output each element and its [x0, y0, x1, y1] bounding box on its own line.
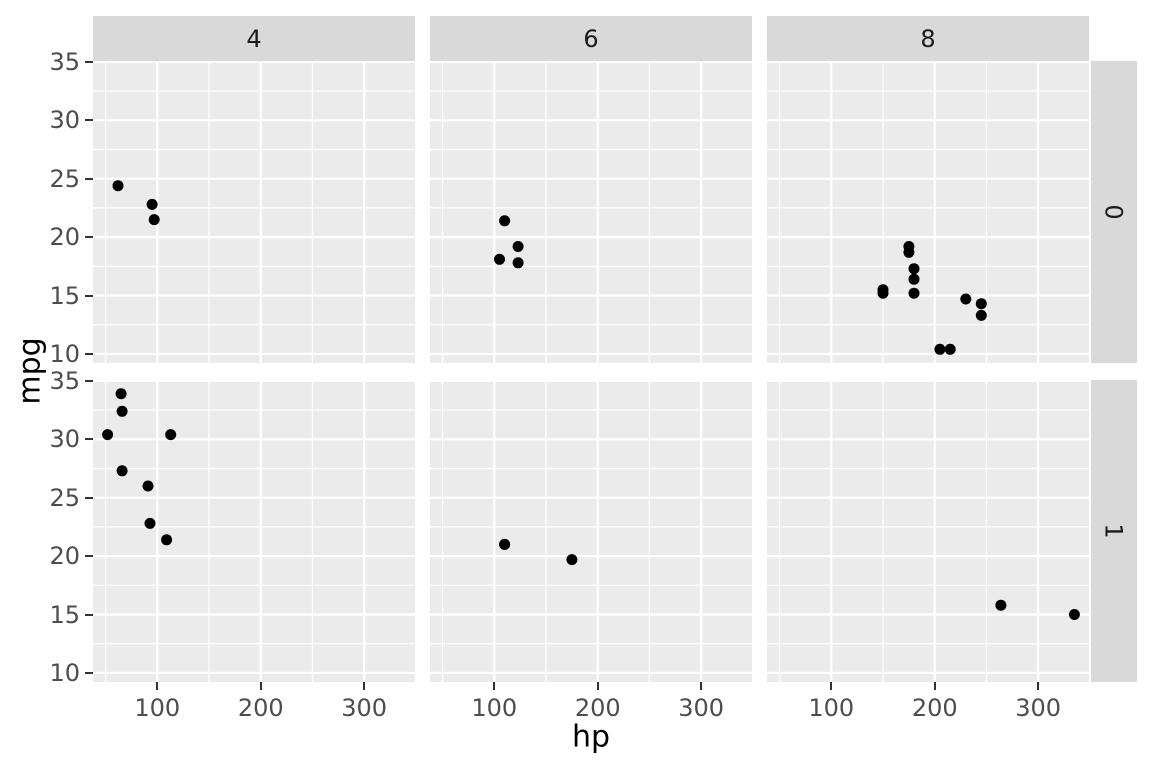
data-point: [148, 214, 160, 226]
facet-strip-col-label: 4: [246, 24, 262, 53]
y-tick-mark: [85, 177, 93, 180]
y-tick-label: 25: [49, 483, 80, 512]
facet-panel-cyl4-am1: [93, 379, 417, 682]
x-tick-mark: [933, 682, 936, 690]
y-tick-label: 25: [49, 164, 80, 193]
x-tick-mark: [156, 682, 159, 690]
y-tick-mark: [85, 555, 93, 558]
x-tick-mark: [596, 682, 599, 690]
data-point: [146, 198, 158, 210]
facet-panel-cyl4-am0: [93, 60, 417, 363]
facet-strip-col-label: 6: [583, 24, 599, 53]
x-axis-title: hp: [571, 719, 611, 755]
data-point: [499, 538, 511, 550]
y-tick-mark: [85, 352, 93, 355]
data-point: [499, 215, 511, 227]
facet-panel-cyl6-am1: [430, 379, 754, 682]
facet-strip-col-label: 8: [920, 24, 936, 53]
data-point: [165, 429, 177, 441]
x-tick-label: 300: [678, 694, 725, 722]
data-point: [116, 465, 128, 477]
data-point: [102, 429, 114, 441]
x-tick-label: 100: [808, 694, 855, 722]
facet-strip-row-label: 0: [1100, 204, 1128, 220]
x-tick-mark: [700, 682, 703, 690]
y-tick-mark: [85, 294, 93, 297]
data-point: [944, 343, 956, 355]
x-tick-label: 300: [1015, 694, 1062, 722]
y-tick-label: 15: [49, 281, 80, 310]
data-point: [908, 263, 920, 275]
facet-panel-cyl8-am1: [767, 379, 1091, 682]
facet-panel-cyl6-am0: [430, 60, 754, 363]
data-point: [903, 241, 915, 252]
data-point: [995, 599, 1007, 611]
data-point: [116, 405, 128, 417]
data-point: [112, 180, 124, 192]
y-tick-label: 35: [49, 47, 80, 76]
y-tick-label: 10: [49, 658, 80, 687]
x-tick-mark: [259, 682, 262, 690]
y-tick-mark: [85, 60, 93, 63]
x-tick-mark: [363, 682, 366, 690]
panel-canvas: [430, 60, 754, 363]
facet-panel-cyl8-am0: [767, 60, 1091, 363]
facet-strip-row-label: 1: [1100, 523, 1128, 539]
x-tick-label: 200: [237, 694, 284, 722]
data-point: [975, 309, 987, 321]
data-point: [161, 534, 173, 546]
data-point: [908, 273, 920, 285]
y-tick-label: 20: [49, 542, 80, 571]
facet-strip-row-1: 1: [1091, 380, 1137, 682]
data-point: [115, 388, 127, 400]
data-point: [934, 343, 946, 355]
y-tick-mark: [85, 496, 93, 499]
panel-canvas: [93, 379, 417, 682]
y-tick-mark: [85, 236, 93, 239]
data-point: [877, 287, 889, 299]
y-tick-label: 30: [49, 106, 80, 135]
facet-strip-row-0: 0: [1091, 61, 1137, 363]
y-tick-label: 15: [49, 600, 80, 629]
y-tick-mark: [85, 613, 93, 616]
data-point: [975, 298, 987, 310]
y-axis-title: mpg: [12, 337, 48, 405]
data-point: [960, 293, 972, 305]
x-tick-label: 100: [471, 694, 518, 722]
y-tick-label: 35: [49, 366, 80, 395]
x-tick-mark: [830, 682, 833, 690]
panel-canvas: [767, 379, 1091, 682]
y-tick-mark: [85, 438, 93, 441]
x-tick-label: 300: [341, 694, 388, 722]
panel-canvas: [767, 60, 1091, 363]
facet-strip-col-4: 4: [93, 16, 415, 61]
facet-strip-col-6: 6: [430, 16, 752, 61]
data-point: [142, 480, 154, 492]
data-point: [566, 554, 578, 566]
x-tick-mark: [493, 682, 496, 690]
y-tick-label: 10: [49, 339, 80, 368]
y-tick-mark: [85, 119, 93, 122]
x-tick-label: 200: [574, 694, 621, 722]
x-tick-label: 100: [134, 694, 181, 722]
data-point: [494, 253, 505, 265]
x-tick-mark: [1037, 682, 1040, 690]
y-tick-label: 30: [49, 425, 80, 454]
y-tick-mark: [85, 671, 93, 674]
panel-canvas: [430, 379, 754, 682]
data-point: [908, 287, 920, 299]
y-tick-label: 20: [49, 223, 80, 252]
data-point: [512, 257, 524, 269]
data-point: [512, 241, 524, 252]
facet-strip-col-8: 8: [767, 16, 1089, 61]
data-point: [1068, 609, 1080, 620]
y-tick-mark: [85, 379, 93, 382]
panel-canvas: [93, 60, 417, 363]
data-point: [144, 517, 156, 529]
x-tick-label: 200: [911, 694, 958, 722]
